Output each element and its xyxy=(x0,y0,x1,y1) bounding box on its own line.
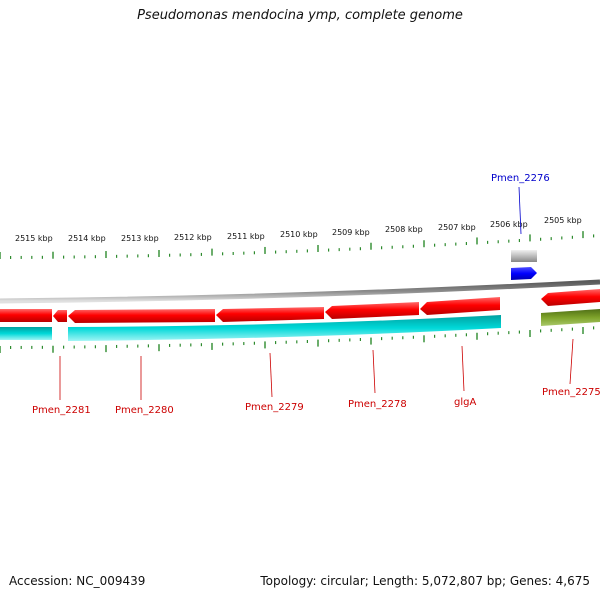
cds-segment xyxy=(0,327,52,340)
gene-arrow xyxy=(68,309,215,323)
gene-arrow xyxy=(541,289,600,306)
ruler-label: 2507 kbp xyxy=(438,223,476,232)
ruler-label: 2513 kbp xyxy=(121,234,159,243)
gene-leaders xyxy=(59,338,574,400)
pmen-2276-grey-feature xyxy=(511,250,537,262)
pmen-2276-feature xyxy=(511,267,537,280)
pmen-2276-leader xyxy=(518,186,522,235)
gene-arrow xyxy=(53,310,67,322)
cds-segment xyxy=(68,315,501,341)
ruler-label: 2514 kbp xyxy=(68,234,106,243)
ruler-label: 2509 kbp xyxy=(332,228,370,237)
gene-arrow xyxy=(325,302,419,319)
gene-arrow xyxy=(216,307,324,322)
pmen-2279-leader xyxy=(269,352,273,398)
gene-label-pmen-2279: Pmen_2279 xyxy=(245,402,304,413)
map-title: Pseudomonas mendocina ymp, complete geno… xyxy=(137,8,463,23)
backbone xyxy=(0,279,600,304)
gene-label-pmen-2278: Pmen_2278 xyxy=(348,399,407,410)
ruler-labels: 2515 kbp 2514 kbp 2513 kbp 2512 kbp 2511… xyxy=(15,216,582,243)
gene-arrow xyxy=(420,297,500,315)
gene-label-pmen-2276: Pmen_2276 xyxy=(491,173,550,184)
ruler-label: 2505 kbp xyxy=(544,216,582,225)
ruler-label: 2510 kbp xyxy=(280,230,318,239)
ruler-label: 2506 kbp xyxy=(490,220,528,229)
accession-text: Accession: NC_009439 xyxy=(9,574,146,588)
ruler-label: 2512 kbp xyxy=(174,233,212,242)
gene-arrow xyxy=(0,309,52,322)
gene-label-glga: glgA xyxy=(454,397,476,408)
cds-track xyxy=(0,309,600,341)
pmen-2278-leader xyxy=(372,349,376,394)
ruler-label: 2508 kbp xyxy=(385,225,423,234)
genome-summary-text: Topology: circular; Length: 5,072,807 bp… xyxy=(260,574,590,588)
gene-label-pmen-2275: Pmen_2275 xyxy=(542,387,600,398)
cds-segment xyxy=(541,309,600,326)
ruler-label: 2511 kbp xyxy=(227,232,265,241)
glga-leader xyxy=(461,345,465,392)
gene-label-pmen-2280: Pmen_2280 xyxy=(115,405,174,416)
gene-label-pmen-2281: Pmen_2281 xyxy=(32,405,91,416)
ruler-label: 2515 kbp xyxy=(15,234,53,243)
red-gene-track xyxy=(0,289,600,323)
gene-labels: Pmen_2281 Pmen_2280 Pmen_2279 Pmen_2278 … xyxy=(32,173,600,416)
ruler-ticks-lower xyxy=(0,326,595,353)
pmen-2275-leader xyxy=(569,338,574,385)
ruler-ticks-upper xyxy=(0,231,595,259)
